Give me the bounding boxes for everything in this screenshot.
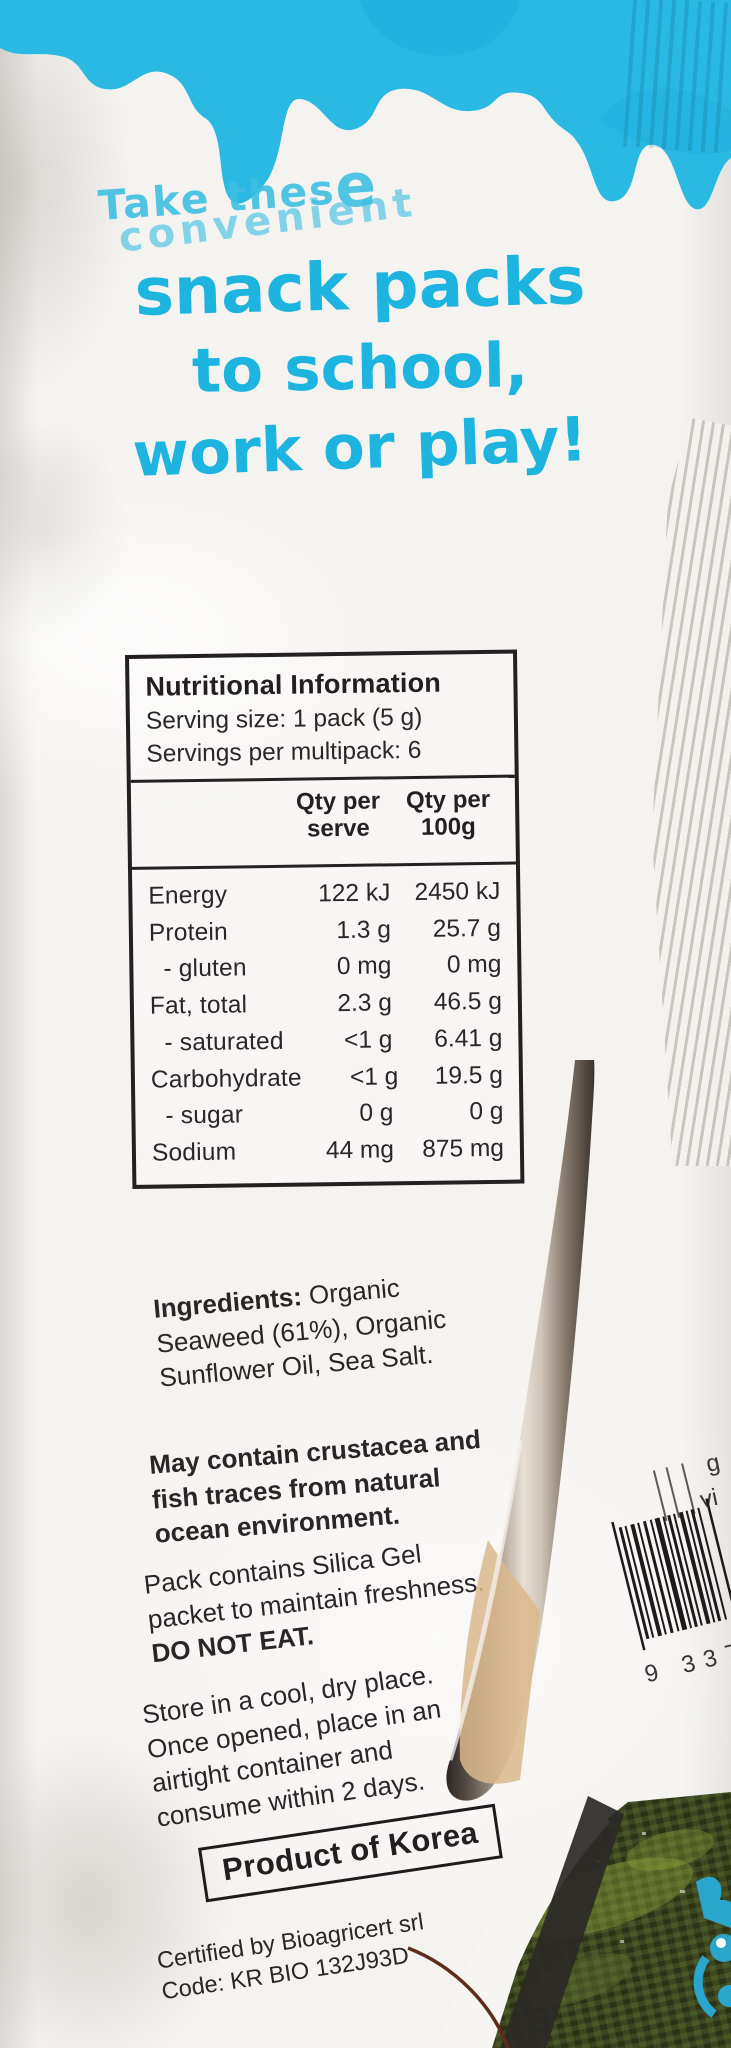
svg-text:vi: vi: [698, 1484, 721, 1514]
headline: snack packs to school, work or play!: [80, 242, 640, 491]
foil-fold: [446, 1060, 595, 1801]
serving-size: Serving size: 1 pack (5 g): [145, 703, 423, 735]
blue-drip-graphic: [0, 0, 731, 210]
table-row: - gluten 0 mg 0 mg: [163, 951, 502, 983]
pack-edge-shadow: [500, 1796, 624, 2048]
barcode-digits: 9 3379: [642, 1631, 731, 1688]
nutrition-column-headers: Qty per serve Qty per 100g: [147, 778, 500, 856]
edge-text-fragments: g vi: [698, 1449, 723, 1514]
side-seal-crimp-texture: [652, 418, 731, 1166]
table-row: Energy 122 kJ 2450 kJ: [148, 877, 501, 910]
servings-per-pack: Servings per multipack: 6: [146, 736, 422, 768]
nutrition-title: Nutritional Information: [145, 667, 442, 702]
headline-line2: to school,: [191, 330, 529, 407]
table-row: Protein 1.3 g 25.7 g: [148, 914, 502, 947]
barcode: 9 3379: [611, 1463, 731, 1688]
right-side-photo-elements: g vi 9 3379: [407, 1060, 731, 2048]
svg-text:g: g: [704, 1449, 723, 1478]
table-row: Fat, total 2.3 g 46.5 g: [149, 987, 503, 1020]
blue-mascot-fragment: [693, 1876, 731, 2018]
headline-line1: snack packs: [133, 242, 587, 331]
col-header-per-100g: Qty per 100g: [405, 785, 491, 841]
headline-line3: work or play!: [131, 404, 589, 491]
cable-line: [407, 1946, 510, 2048]
top-seal-crimp-texture: [622, 0, 731, 154]
col-header-per-serve: Qty per serve: [295, 787, 381, 843]
table-row: - saturated <1 g 6.41 g: [164, 1024, 503, 1057]
